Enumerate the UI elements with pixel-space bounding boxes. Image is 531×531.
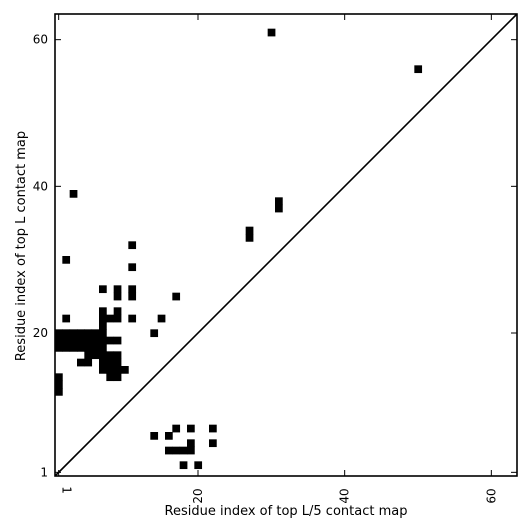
contact-cell-upper-3-18 <box>69 344 78 352</box>
contact-cell-upper-6-17 <box>91 351 100 360</box>
contact-cell-upper-7-20 <box>99 329 107 338</box>
contact-cell-upper-8-22 <box>106 314 115 323</box>
contact-cell-upper-6-20 <box>91 329 100 338</box>
contact-cell-lower-18-4 <box>179 446 188 455</box>
contact-cell-upper-8-15 <box>106 366 115 374</box>
x-tick-label-60: 60 <box>484 488 498 503</box>
contact-cell-lower-19-4 <box>187 446 195 455</box>
contact-cell-upper-9-17 <box>113 351 122 360</box>
y-ticks: 1 20 40 60 <box>33 33 517 479</box>
contact-cell-lower-16-6 <box>165 432 173 440</box>
contact-cell-upper-2-19 <box>62 336 71 345</box>
x-ticks: 1 20 40 60 <box>58 14 498 504</box>
contact-cell-upper-27-33 <box>245 234 254 242</box>
contact-cell-upper-1-13 <box>55 380 63 389</box>
contact-cell-upper-4-19 <box>77 336 85 345</box>
contact-cell-lower-17-4 <box>172 446 181 455</box>
contact-cell-upper-10-15 <box>121 366 129 374</box>
contact-cell-upper-9-26 <box>113 285 122 294</box>
x-tick-label-1: 1 <box>60 486 74 494</box>
contact-cell-lower-19-7 <box>187 424 195 433</box>
contact-cell-upper-3-19 <box>69 336 78 345</box>
contact-cell-upper-1-19 <box>55 336 63 345</box>
contact-cell-upper-7-22 <box>99 314 107 323</box>
contact-cells <box>55 28 423 470</box>
contact-cell-upper-11-26 <box>128 285 137 294</box>
contact-cell-upper-11-25 <box>128 292 137 301</box>
contact-cell-upper-2-18 <box>62 344 71 352</box>
contact-cell-upper-31-37 <box>275 204 283 213</box>
y-axis-label: Residue index of top L contact map <box>14 131 29 361</box>
contact-cell-upper-11-29 <box>128 263 137 272</box>
contact-cell-upper-15-22 <box>157 314 166 323</box>
contact-cell-upper-7-26 <box>99 285 107 294</box>
contact-cell-upper-4-18 <box>77 344 85 352</box>
contact-cell-upper-5-19 <box>84 336 93 345</box>
diagonal-line <box>54 13 518 477</box>
contact-cell-upper-8-14 <box>106 373 115 382</box>
contact-cell-upper-5-18 <box>84 344 93 352</box>
contact-cell-upper-4-16 <box>77 358 85 367</box>
contact-cell-upper-9-14 <box>113 373 122 382</box>
contact-cell-upper-3-39 <box>69 190 78 198</box>
contact-cell-upper-7-21 <box>99 322 107 330</box>
contact-cell-upper-8-19 <box>106 336 115 345</box>
contact-cell-lower-17-7 <box>172 424 181 433</box>
x-tick-label-40: 40 <box>338 488 352 503</box>
contact-cell-upper-6-19 <box>91 336 100 345</box>
y-tick-label-1: 1 <box>40 465 48 479</box>
contact-cell-upper-9-23 <box>113 307 122 316</box>
contact-cell-upper-9-15 <box>113 366 122 374</box>
contact-cell-upper-2-22 <box>62 314 71 323</box>
y-tick-label-40: 40 <box>33 179 48 193</box>
contact-cell-upper-9-19 <box>113 336 122 345</box>
contact-cell-upper-14-20 <box>150 329 159 338</box>
contact-cell-upper-9-16 <box>113 358 122 367</box>
contact-cell-upper-5-17 <box>84 351 93 360</box>
contact-cell-upper-1-12 <box>55 388 63 396</box>
contact-cell-lower-22-5 <box>209 439 217 448</box>
contact-cell-upper-1-18 <box>55 344 63 352</box>
contact-cell-upper-5-16 <box>84 358 93 367</box>
contact-cell-lower-22-7 <box>209 424 217 433</box>
contact-cell-upper-27-34 <box>245 226 254 235</box>
contact-cell-upper-4-20 <box>77 329 85 338</box>
contact-cell-upper-7-15 <box>99 366 107 374</box>
x-tick-label-20: 20 <box>191 488 205 503</box>
plot-frame <box>54 13 518 477</box>
contact-cell-upper-7-23 <box>99 307 107 316</box>
contact-cell-upper-3-20 <box>69 329 78 338</box>
contact-cell-lower-19-5 <box>187 439 195 448</box>
contact-cell-lower-18-2 <box>179 461 188 470</box>
contact-cell-upper-11-22 <box>128 314 137 323</box>
contact-cell-upper-8-16 <box>106 358 115 367</box>
y-tick-label-20: 20 <box>33 326 48 340</box>
contact-cell-lower-14-6 <box>150 432 159 440</box>
contact-cell-upper-7-17 <box>99 351 107 360</box>
contact-cell-upper-9-25 <box>113 292 122 301</box>
contact-cell-lower-20-2 <box>194 461 203 470</box>
contact-cell-upper-2-30 <box>62 256 71 264</box>
contact-cell-upper-31-38 <box>275 197 283 206</box>
x-axis-label: Residue index of top L/5 contact map <box>165 504 408 519</box>
contact-cell-upper-17-25 <box>172 292 181 301</box>
contact-cell-upper-1-14 <box>55 373 63 382</box>
contact-cell-upper-7-19 <box>99 336 107 345</box>
contact-cell-lower-16-4 <box>165 446 173 455</box>
contact-cell-upper-30-61 <box>267 28 276 37</box>
contact-cell-upper-50-56 <box>414 65 423 74</box>
contact-cell-upper-8-17 <box>106 351 115 360</box>
contact-cell-upper-7-18 <box>99 344 107 352</box>
contact-cell-upper-11-32 <box>128 241 137 250</box>
contact-cell-upper-7-16 <box>99 358 107 367</box>
contact-cell-upper-6-18 <box>91 344 100 352</box>
contact-cell-upper-5-20 <box>84 329 93 338</box>
y-tick-label-60: 60 <box>33 33 48 47</box>
contact-cell-upper-2-20 <box>62 329 71 338</box>
contact-cell-upper-9-22 <box>113 314 122 323</box>
